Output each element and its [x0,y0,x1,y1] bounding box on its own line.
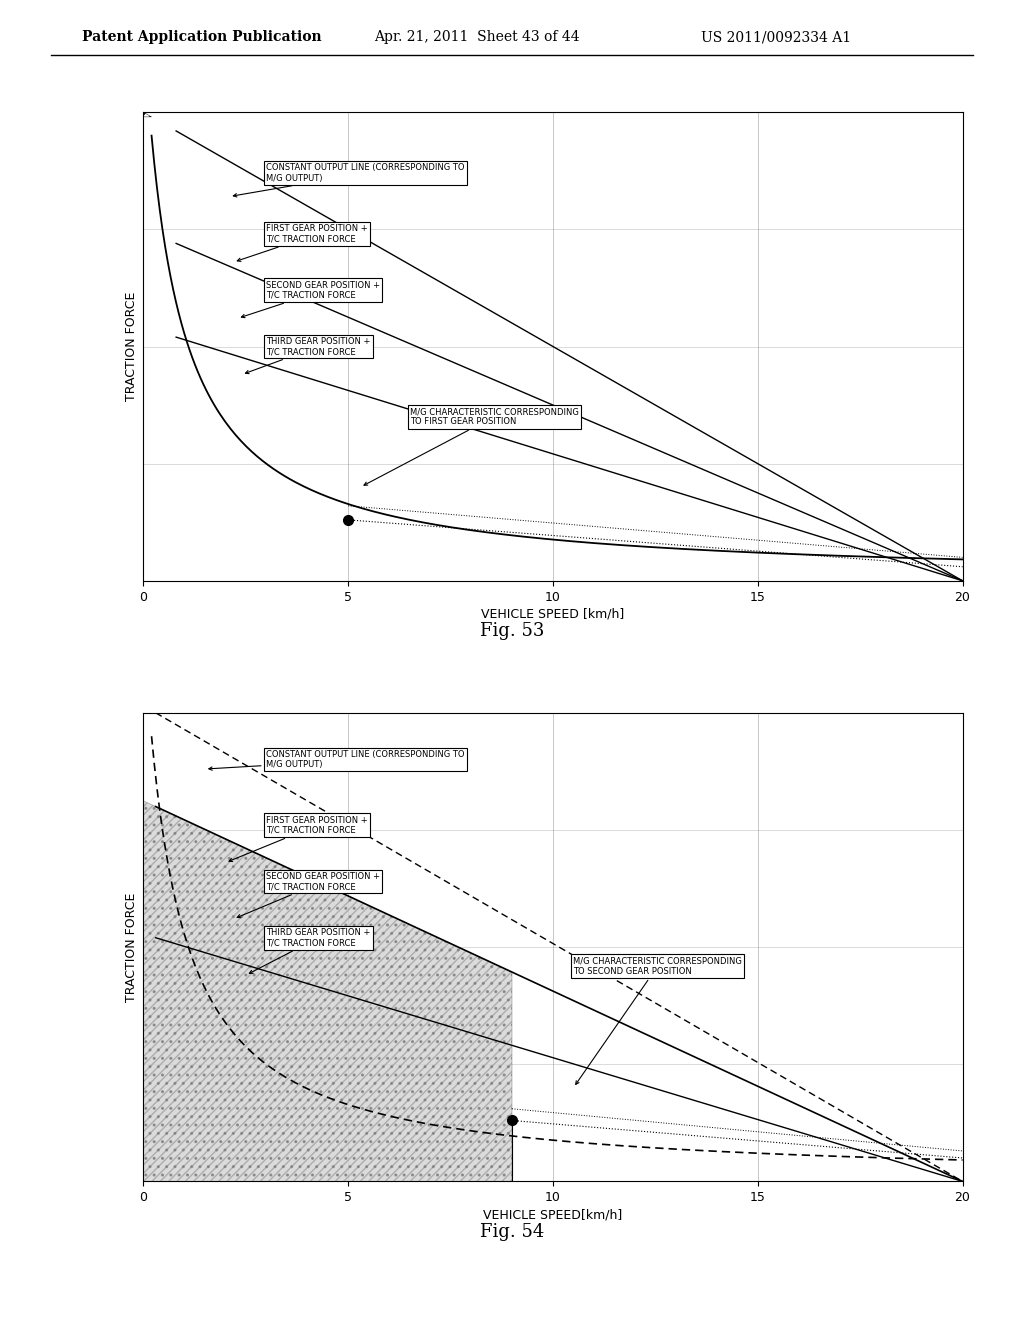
Text: THIRD GEAR POSITION +
T/C TRACTION FORCE: THIRD GEAR POSITION + T/C TRACTION FORCE [249,928,371,973]
Text: Apr. 21, 2011  Sheet 43 of 44: Apr. 21, 2011 Sheet 43 of 44 [374,30,580,45]
Polygon shape [143,112,152,117]
Text: Fig. 54: Fig. 54 [480,1222,544,1241]
Text: CONSTANT OUTPUT LINE (CORRESPONDING TO
M/G OUTPUT): CONSTANT OUTPUT LINE (CORRESPONDING TO M… [209,750,465,771]
Text: FIRST GEAR POSITION +
T/C TRACTION FORCE: FIRST GEAR POSITION + T/C TRACTION FORCE [238,224,368,261]
Y-axis label: TRACTION FORCE: TRACTION FORCE [125,292,138,401]
Text: Fig. 53: Fig. 53 [480,622,544,640]
X-axis label: VEHICLE SPEED [km/h]: VEHICLE SPEED [km/h] [481,607,625,620]
Text: THIRD GEAR POSITION +
T/C TRACTION FORCE: THIRD GEAR POSITION + T/C TRACTION FORCE [246,337,371,374]
Y-axis label: TRACTION FORCE: TRACTION FORCE [125,892,138,1002]
Text: M/G CHARACTERISTIC CORRESPONDING
TO SECOND GEAR POSITION: M/G CHARACTERISTIC CORRESPONDING TO SECO… [573,956,742,1084]
X-axis label: VEHICLE SPEED[km/h]: VEHICLE SPEED[km/h] [483,1208,623,1221]
Text: SECOND GEAR POSITION +
T/C TRACTION FORCE: SECOND GEAR POSITION + T/C TRACTION FORC… [242,281,380,318]
Text: M/G CHARACTERISTIC CORRESPONDING
TO FIRST GEAR POSITION: M/G CHARACTERISTIC CORRESPONDING TO FIRS… [364,407,579,486]
Text: SECOND GEAR POSITION +
T/C TRACTION FORCE: SECOND GEAR POSITION + T/C TRACTION FORC… [238,871,380,917]
Text: CONSTANT OUTPUT LINE (CORRESPONDING TO
M/G OUTPUT): CONSTANT OUTPUT LINE (CORRESPONDING TO M… [233,164,465,197]
Text: FIRST GEAR POSITION +
T/C TRACTION FORCE: FIRST GEAR POSITION + T/C TRACTION FORCE [229,816,368,862]
Text: Patent Application Publication: Patent Application Publication [82,30,322,45]
Text: US 2011/0092334 A1: US 2011/0092334 A1 [701,30,852,45]
